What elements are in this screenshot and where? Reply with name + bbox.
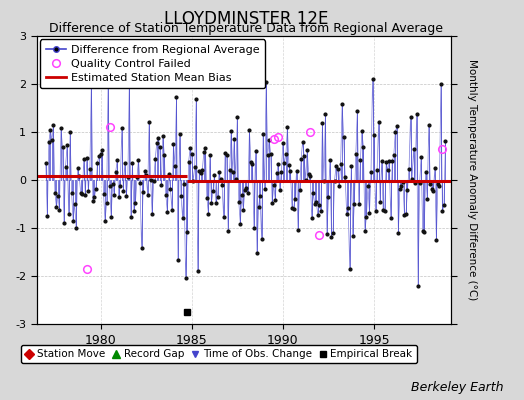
Text: Difference of Station Temperature Data from Regional Average: Difference of Station Temperature Data f… <box>49 22 443 35</box>
Text: LLOYDMINSTER 12E: LLOYDMINSTER 12E <box>164 10 329 28</box>
Text: Berkeley Earth: Berkeley Earth <box>410 381 503 394</box>
Y-axis label: Monthly Temperature Anomaly Difference (°C): Monthly Temperature Anomaly Difference (… <box>466 59 477 301</box>
Legend: Station Move, Record Gap, Time of Obs. Change, Empirical Break: Station Move, Record Gap, Time of Obs. C… <box>21 345 417 364</box>
